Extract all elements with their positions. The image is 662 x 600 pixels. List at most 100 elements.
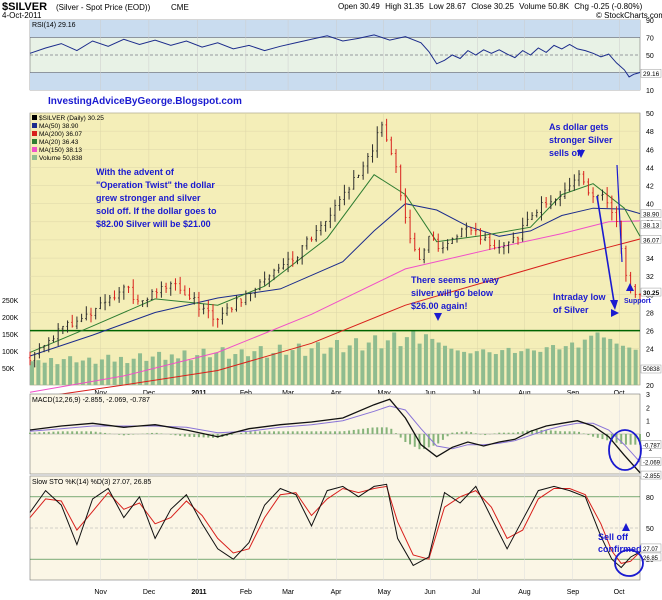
support-up-arrow-icon xyxy=(626,283,634,291)
macd-histogram-bar xyxy=(319,431,322,434)
macd-histogram-bar xyxy=(273,431,275,434)
price-tick-label: 28 xyxy=(646,310,654,317)
price-tick-label: 24 xyxy=(646,347,654,354)
volume-bar xyxy=(398,346,403,385)
macd-histogram-bar xyxy=(573,431,576,434)
volume-bar xyxy=(258,346,263,385)
volume-bar xyxy=(42,362,47,385)
volume-bar xyxy=(423,334,428,385)
sto-x-tick-label: Sep xyxy=(567,589,580,596)
intraday-annotation-line: Intraday low xyxy=(553,292,607,302)
macd-histogram-bar xyxy=(207,434,210,438)
macd-histogram-bar xyxy=(624,434,627,445)
price-legend-swatch xyxy=(32,123,37,128)
macd-histogram-bar xyxy=(66,431,69,434)
price-legend-item: MA(50) 38.90 xyxy=(39,123,79,130)
volume-bar xyxy=(176,358,181,385)
volume-bar xyxy=(525,348,530,385)
volume-bar xyxy=(614,343,619,385)
macd-histogram-bar xyxy=(507,432,510,434)
macd-histogram-bar xyxy=(357,429,360,434)
macd-histogram-bar xyxy=(535,430,538,434)
macd-histogram-bar xyxy=(33,432,36,434)
volume-bar xyxy=(80,360,85,385)
price-last-value-box xyxy=(640,235,662,244)
ma150-line xyxy=(29,220,641,393)
volume-bar xyxy=(563,346,568,385)
header-copyright: © StockCharts.com xyxy=(596,11,662,20)
volume-bar xyxy=(474,351,479,385)
rsi-last-value: 29.16 xyxy=(643,71,660,78)
macd-histogram-bar xyxy=(639,434,641,445)
volume-bar xyxy=(481,349,486,385)
macd-histogram-bar xyxy=(249,431,252,434)
macd-tick-label: 2 xyxy=(646,405,650,412)
volume-bar xyxy=(531,350,536,385)
volume-bar xyxy=(30,361,34,385)
twist-annotation-line: sold off. If the dollar goes to xyxy=(96,206,217,216)
macd-histogram-bar xyxy=(127,434,130,435)
volume-bar xyxy=(335,340,339,385)
volume-bar xyxy=(360,350,365,385)
price-tick-label: 40 xyxy=(646,202,654,209)
volume-bar xyxy=(576,347,581,385)
volume-bar xyxy=(144,360,149,385)
macd-histogram-bar xyxy=(629,434,632,445)
price-tick-label: 34 xyxy=(646,256,654,263)
volume-bar xyxy=(373,335,378,385)
macd-histogram-bar xyxy=(301,431,304,434)
volume-tick-label: 200K xyxy=(2,315,19,322)
macd-signal-line xyxy=(29,405,641,463)
price-tick-label: 46 xyxy=(646,147,654,154)
volume-bar xyxy=(519,351,524,385)
price-last-value: 38.90 xyxy=(643,212,660,219)
macd-last-value-box xyxy=(640,470,662,480)
macd-histogram-bar xyxy=(423,434,426,449)
volume-bar xyxy=(633,349,638,385)
volume-tick-label: 250K xyxy=(2,298,19,305)
macd-histogram-bar xyxy=(441,434,444,440)
macd-histogram-bar xyxy=(578,431,580,434)
volume-bar xyxy=(347,345,352,385)
price-x-tick-label: Aug xyxy=(518,390,531,397)
price-tick-label: 48 xyxy=(646,129,654,136)
macd-histogram-bar xyxy=(568,431,571,434)
volume-bar xyxy=(620,345,625,385)
volume-bar xyxy=(487,352,492,385)
volume-bar xyxy=(595,332,600,385)
noway-annotation-line: There seems no way xyxy=(411,275,499,285)
macd-histogram-bar xyxy=(413,434,416,447)
macd-histogram-bar xyxy=(620,434,623,444)
header-ohlc: Open 30.49 High 31.35 Low 28.67 Close 30… xyxy=(338,2,642,11)
macd-histogram-bar xyxy=(390,428,393,434)
volume-bar xyxy=(99,359,104,385)
macd-histogram-bar xyxy=(512,432,515,434)
price-last-value: 30.25 xyxy=(643,290,660,297)
macd-histogram-bar xyxy=(57,431,60,434)
macd-histogram-bar xyxy=(427,434,430,448)
macd-histogram-bar xyxy=(244,432,247,434)
macd-histogram-bar xyxy=(456,432,458,434)
dollar-down-arrow-icon xyxy=(577,150,585,158)
rsi-tick-label: 10 xyxy=(646,88,654,95)
macd-histogram-bar xyxy=(47,431,50,434)
volume-bar xyxy=(404,337,409,385)
volume-bar xyxy=(182,350,187,385)
volume-bar xyxy=(296,343,301,385)
macd-histogram-bar xyxy=(465,431,468,434)
volume-bar xyxy=(125,363,130,385)
macd-histogram-bar xyxy=(71,431,74,434)
volume-bar xyxy=(61,359,66,385)
volume-bar xyxy=(493,354,498,385)
volume-bar xyxy=(315,342,320,385)
high-value: 31.35 xyxy=(403,2,424,11)
volume-bar xyxy=(265,357,270,385)
volume-bar xyxy=(601,337,606,385)
volume-bar xyxy=(131,358,136,385)
volume-bar xyxy=(443,345,448,385)
volume-bar xyxy=(68,356,73,385)
macd-histogram-bar xyxy=(606,434,609,441)
rsi-tick-label: 70 xyxy=(646,36,654,43)
macd-last-value-box xyxy=(640,457,662,466)
volume-bar xyxy=(157,351,162,385)
